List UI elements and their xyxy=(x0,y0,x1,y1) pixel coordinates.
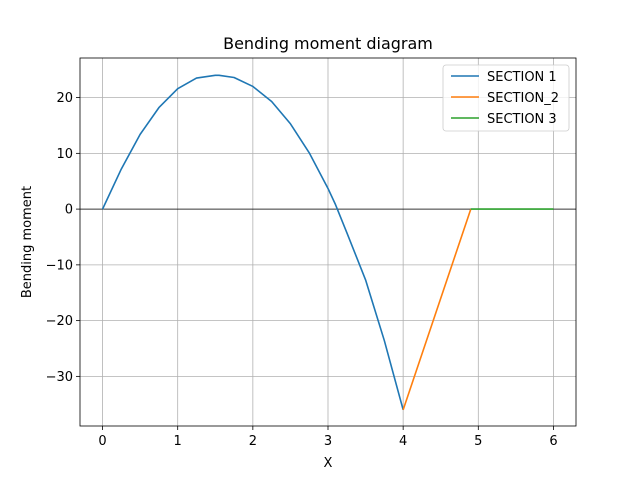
series-lines xyxy=(101,74,554,411)
y-tick-label: −30 xyxy=(46,370,73,385)
legend-box xyxy=(442,64,570,132)
x-tick-label: 0 xyxy=(98,434,106,449)
x-tick-label: 6 xyxy=(549,434,557,449)
x-tick-label: 5 xyxy=(474,434,482,449)
x-tick-label: 2 xyxy=(249,434,257,449)
x-tick-label: 1 xyxy=(174,434,182,449)
y-tick-label: 0 xyxy=(65,203,73,218)
y-tick-label: 20 xyxy=(56,91,73,106)
chart-title: Bending moment diagram xyxy=(223,34,433,53)
legend-entry-label: SECTION 1 xyxy=(487,70,557,85)
legend-entry-label: SECTION_2 xyxy=(487,91,559,106)
axis-ticks: 0 1 2 3 4 5 6 −30 −20 −10 0 10 20 xyxy=(46,91,558,449)
x-tick-label: 3 xyxy=(324,434,332,449)
series-line xyxy=(101,74,404,411)
x-axis-label: X xyxy=(324,456,333,471)
y-tick-label: −10 xyxy=(46,258,73,273)
y-tick-label: 10 xyxy=(56,147,73,162)
y-axis-label: Bending moment xyxy=(20,186,35,298)
series-line xyxy=(402,208,472,411)
legend-entry-label: SECTION 3 xyxy=(487,112,557,127)
y-tick-label: −20 xyxy=(46,314,73,329)
x-tick-label: 4 xyxy=(399,434,407,449)
legend: SECTION 1 SECTION_2 SECTION 3 xyxy=(442,64,570,132)
